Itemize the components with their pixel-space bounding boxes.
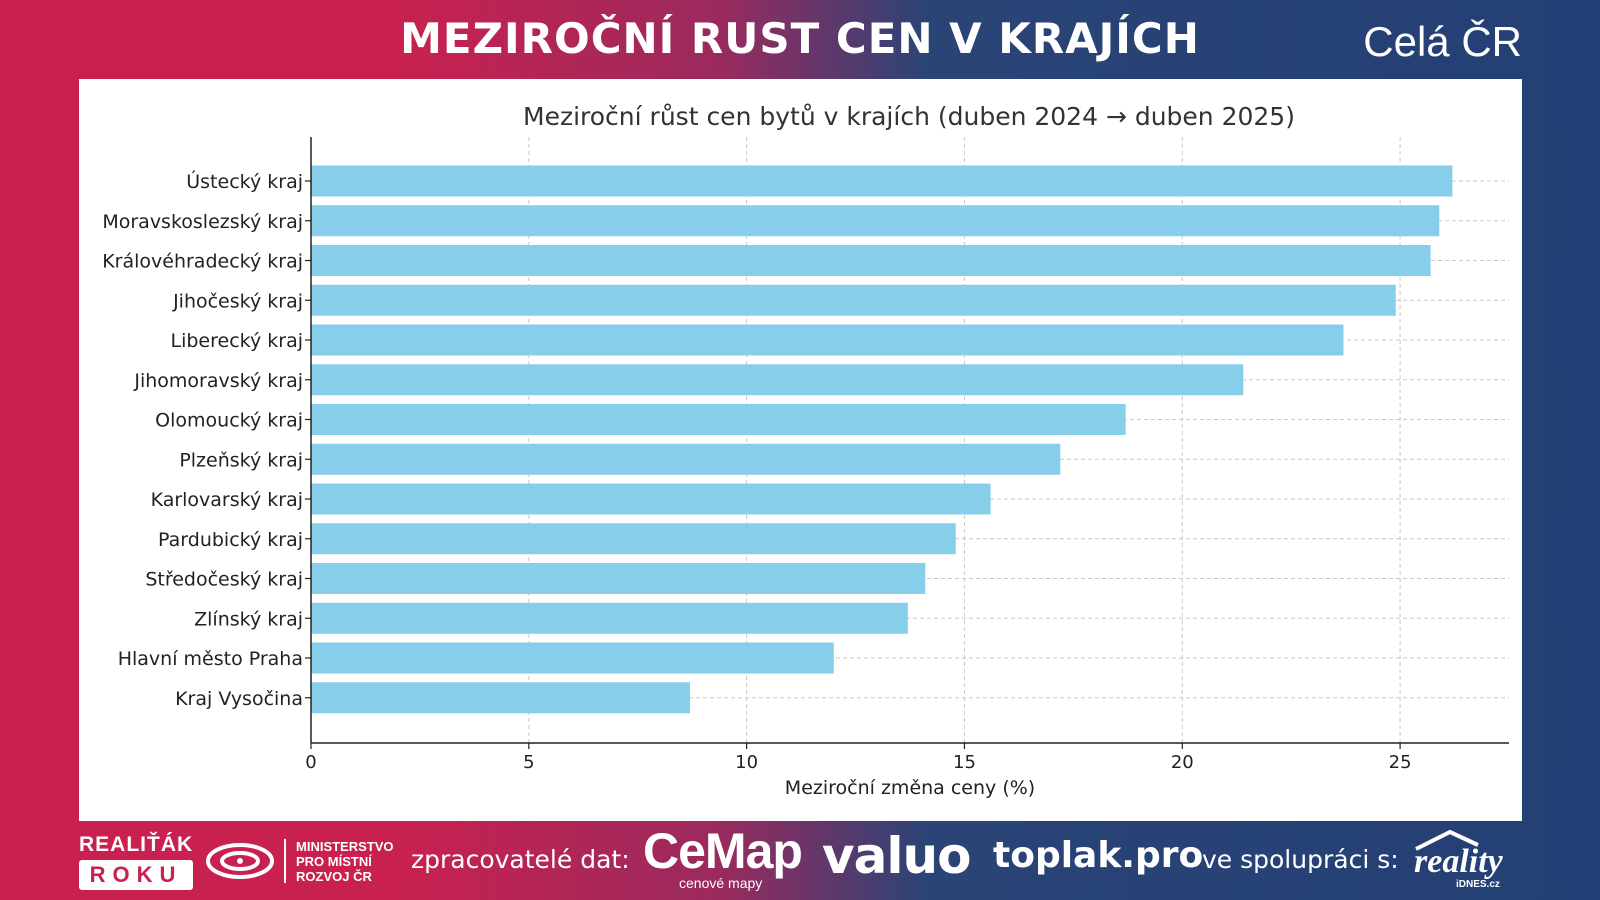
- bar: [311, 682, 691, 714]
- bar: [311, 284, 1396, 316]
- chart-panel: Meziroční růst cen bytů v krajích (duben…: [79, 79, 1522, 821]
- mmr-emblem-icon: [206, 843, 274, 879]
- category-label: Jihočeský kraj: [172, 290, 303, 312]
- bar: [311, 404, 1126, 435]
- bar: [311, 642, 834, 674]
- x-tick-label: 10: [735, 752, 758, 773]
- x-tick-labels: 0 5 10 15 20 25: [305, 743, 1412, 773]
- x-tick-label: 5: [523, 752, 534, 773]
- x-tick-label: 25: [1389, 752, 1412, 773]
- realitak-roku-logo: REALIŤÁK ROKU: [79, 833, 195, 890]
- cemap-logo: CeMap cenové mapy: [643, 823, 803, 891]
- category-label: Karlovarský kraj: [151, 489, 303, 511]
- category-label: Pardubický kraj: [158, 529, 303, 551]
- footer: REALIŤÁK ROKU MINISTERSTVO PRO MÍSTNÍ RO…: [0, 821, 1600, 900]
- bars: [311, 165, 1453, 714]
- data-processors-label: zpracovatelé dat:: [411, 845, 630, 874]
- category-label: Zlínský kraj: [194, 608, 303, 630]
- x-tick-label: 15: [953, 752, 976, 773]
- category-label: Olomoucký kraj: [155, 410, 303, 432]
- bar: [311, 165, 1453, 197]
- bar: [311, 245, 1431, 276]
- category-label: Středočeský kraj: [145, 569, 303, 591]
- x-axis-label: Meziroční změna ceny (%): [785, 777, 1035, 799]
- idnes-logo-text: iDNES.cz: [1456, 879, 1500, 890]
- bar: [311, 324, 1344, 356]
- realitak-logo-box: ROKU: [79, 860, 193, 890]
- bar: [311, 443, 1061, 475]
- category-labels: Ústecký kraj Moravskoslezský kraj Královéh…: [102, 169, 311, 710]
- bar: [311, 205, 1440, 237]
- category-label: Hlavní město Praha: [118, 648, 303, 670]
- cooperation-label: ve spolupráci s:: [1202, 845, 1399, 874]
- cemap-logo-text: CeMap: [643, 823, 803, 879]
- mmr-line-1: MINISTERSTVO: [296, 839, 394, 854]
- mmr-divider: [284, 839, 286, 883]
- mmr-line-2: PRO MÍSTNÍ: [296, 854, 372, 869]
- category-label: Plzeňský kraj: [179, 449, 303, 471]
- cemap-logo-subtitle: cenové mapy: [679, 875, 763, 891]
- bar: [311, 602, 908, 634]
- category-label: Jihomoravský kraj: [133, 370, 303, 392]
- category-label: Liberecký kraj: [171, 330, 304, 352]
- category-label: Královéhradecký kraj: [102, 251, 303, 273]
- reality-logo-text: reality: [1414, 843, 1503, 880]
- mmr-line-3: ROZVOJ ČR: [296, 869, 372, 884]
- realitak-logo-text: REALIŤÁK: [79, 833, 194, 856]
- chart-title: Meziroční růst cen bytů v krajích (duben…: [523, 102, 1295, 131]
- toplak-logo: toplak.pro: [993, 835, 1204, 876]
- reality-idnes-logo: reality iDNES.cz: [1408, 829, 1524, 891]
- valuo-logo: valuo: [822, 827, 971, 885]
- bar: [311, 523, 956, 555]
- house-roof-icon: [1415, 829, 1479, 851]
- category-label: Kraj Vysočina: [175, 688, 303, 710]
- region-label: Celá ČR: [1363, 18, 1522, 65]
- bar: [311, 483, 991, 515]
- x-tick-label: 20: [1171, 752, 1194, 773]
- bar: [311, 364, 1244, 396]
- bar-chart: Meziroční růst cen bytů v krajích (duben…: [102, 102, 1509, 799]
- page-title: MEZIROČNÍ RUST CEN V KRAJÍCH: [400, 14, 1200, 63]
- bar: [311, 563, 926, 594]
- x-tick-label: 0: [305, 752, 316, 773]
- category-label: Moravskoslezský kraj: [102, 211, 303, 233]
- category-label: Ústecký kraj: [186, 169, 303, 193]
- mmr-logo-text: MINISTERSTVO PRO MÍSTNÍ ROZVOJ ČR: [296, 839, 394, 884]
